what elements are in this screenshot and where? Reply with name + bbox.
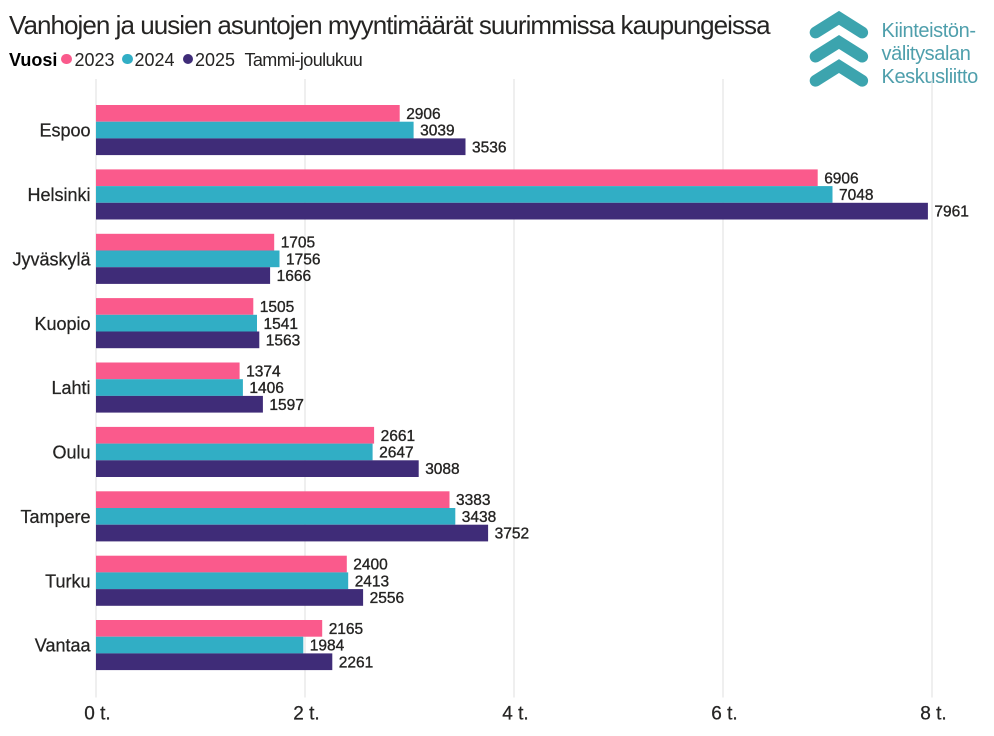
svg-text:3536: 3536 [472,139,506,156]
svg-text:2556: 2556 [370,590,404,607]
svg-text:Helsinki: Helsinki [27,185,90,205]
svg-text:2906: 2906 [406,106,440,123]
svg-text:4 t.: 4 t. [502,704,528,725]
svg-text:Lahti: Lahti [51,378,90,398]
svg-text:3752: 3752 [495,526,529,543]
svg-text:1756: 1756 [286,251,320,268]
svg-text:3039: 3039 [420,123,454,140]
svg-text:1597: 1597 [269,397,303,414]
svg-text:2165: 2165 [329,621,363,638]
svg-text:3383: 3383 [456,492,490,509]
svg-text:6 t.: 6 t. [711,704,737,725]
svg-text:1705: 1705 [281,235,315,252]
svg-text:Oulu: Oulu [52,443,90,463]
svg-text:6906: 6906 [824,170,858,187]
svg-text:0 t.: 0 t. [84,704,110,725]
svg-text:2400: 2400 [353,557,388,574]
svg-text:8 t.: 8 t. [920,704,946,725]
svg-text:Kuopio: Kuopio [34,314,90,334]
svg-text:7048: 7048 [839,187,873,204]
svg-text:1541: 1541 [264,316,298,333]
svg-text:1406: 1406 [249,380,283,397]
svg-text:2413: 2413 [355,573,389,590]
svg-text:Espoo: Espoo [39,121,90,141]
svg-text:2 t.: 2 t. [293,704,319,725]
svg-text:2647: 2647 [379,445,413,462]
svg-text:Jyväskylä: Jyväskylä [12,250,91,270]
svg-text:1666: 1666 [277,268,311,285]
svg-text:1374: 1374 [246,364,281,381]
svg-text:1563: 1563 [266,333,300,350]
svg-text:3438: 3438 [462,509,496,526]
svg-text:Vantaa: Vantaa [35,636,92,656]
svg-text:7961: 7961 [934,204,968,221]
svg-text:2261: 2261 [339,654,373,671]
svg-text:Tampere: Tampere [20,507,90,527]
svg-text:1505: 1505 [260,299,294,316]
svg-text:1984: 1984 [310,638,345,655]
svg-text:Turku: Turku [45,571,90,591]
svg-text:2661: 2661 [381,428,415,445]
svg-text:3088: 3088 [425,461,459,478]
